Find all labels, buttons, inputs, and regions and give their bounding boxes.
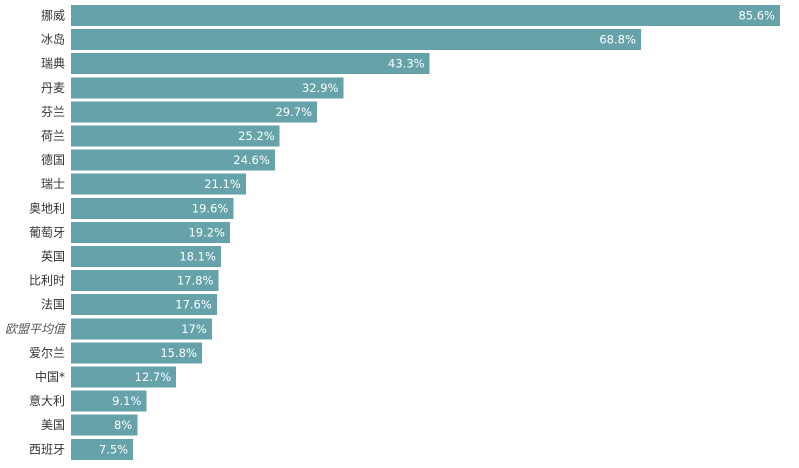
bar: [71, 366, 177, 388]
value-label: 19.6%: [192, 201, 229, 215]
bar: [71, 197, 234, 219]
category-label: 美国: [41, 418, 65, 432]
category-label: 英国: [41, 250, 65, 264]
category-label: 葡萄牙: [29, 225, 65, 239]
value-label: 19.2%: [188, 225, 225, 239]
value-label: 85.6%: [738, 9, 775, 23]
bar: [71, 318, 212, 340]
bar: [71, 294, 217, 316]
category-label: 冰岛: [41, 32, 65, 47]
bar: [71, 77, 344, 99]
bar: [71, 246, 221, 267]
value-label: 43.3%: [388, 57, 425, 71]
category-label: 中国*: [35, 369, 65, 384]
category-label: 德国: [41, 152, 65, 167]
bar: [71, 53, 430, 75]
value-label: 21.1%: [204, 177, 241, 191]
bar: [71, 221, 230, 243]
bar: [71, 270, 219, 292]
value-label: 24.6%: [233, 153, 270, 167]
category-label: 瑞士: [41, 177, 65, 191]
category-label: 意大利: [29, 393, 65, 408]
value-label: 32.9%: [302, 81, 339, 95]
value-label: 25.2%: [238, 129, 275, 143]
value-label: 68.8%: [599, 33, 636, 47]
value-label: 17%: [181, 322, 207, 336]
value-label: 15.8%: [160, 346, 197, 360]
value-label: 12.7%: [135, 370, 172, 384]
category-label: 欧盟平均值: [5, 322, 67, 336]
bar: [71, 5, 780, 26]
value-label: 8%: [114, 418, 132, 432]
bar: [71, 29, 641, 51]
category-labels-group: 挪威冰岛瑞典丹麦芬兰荷兰德国瑞士奥地利葡萄牙英国比利时法国欧盟平均值爱尔兰中国*…: [5, 9, 67, 457]
bar: [71, 414, 138, 436]
bar: [71, 173, 246, 195]
category-label: 爱尔兰: [29, 345, 65, 360]
category-label: 丹麦: [41, 81, 65, 95]
category-label: 比利时: [29, 274, 65, 288]
bar: [71, 125, 280, 147]
value-labels-group: 85.6% 68.8% 43.3% 32.9% 29.7%25.2% 24.6% 21.1%…: [99, 9, 775, 457]
bar: [71, 149, 275, 171]
category-label: 荷兰: [41, 129, 65, 143]
value-label: 29.7%: [275, 105, 312, 119]
category-label: 奥地利: [29, 201, 65, 215]
bar: [71, 438, 134, 460]
category-label: 芬兰: [41, 105, 65, 119]
bar: [71, 101, 317, 123]
category-label: 法国: [41, 298, 65, 312]
category-label: 挪威: [41, 9, 65, 23]
value-label: 7.5%: [99, 442, 128, 456]
bar: [71, 390, 147, 412]
bar: [71, 342, 202, 364]
value-label: 9.1%: [112, 394, 141, 408]
category-label: 瑞典: [41, 57, 65, 71]
value-label: 17.8%: [177, 274, 214, 288]
value-label: 17.6%: [175, 298, 212, 312]
bars-group: [71, 5, 780, 460]
category-label: 西班牙: [29, 442, 65, 456]
value-label: 18.1%: [179, 250, 216, 264]
